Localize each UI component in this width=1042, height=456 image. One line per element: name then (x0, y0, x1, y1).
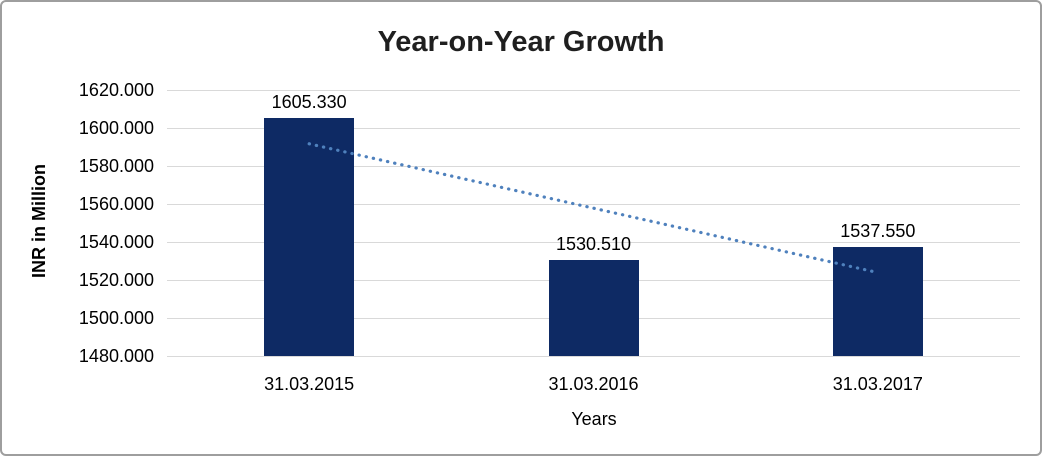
x-axis-title: Years (571, 409, 617, 429)
bar-31.03.2017 (832, 246, 923, 356)
data-label: 1530.510 (555, 234, 632, 255)
gridline (167, 356, 1020, 357)
x-category-label: 31.03.2017 (832, 374, 923, 394)
gridline (167, 128, 1020, 129)
trendline (307, 142, 880, 275)
y-tick-label: 1600.000 (78, 118, 154, 138)
gridline (167, 242, 1020, 243)
y-tick-label: 1520.000 (78, 270, 154, 290)
chart-title: Year-on-Year Growth (377, 26, 665, 58)
y-tick-label: 1540.000 (78, 232, 154, 252)
data-label: 1537.550 (840, 220, 916, 241)
gridline (167, 90, 1020, 91)
plot-area (167, 90, 1020, 357)
trendline-dotted-line (307, 142, 880, 275)
y-tick-label: 1580.000 (78, 156, 154, 176)
y-tick-label: 1500.000 (78, 308, 154, 328)
y-tick-label: 1560.000 (78, 194, 154, 214)
y-tick-label: 1620.000 (78, 80, 154, 100)
x-category-label: 31.03.2016 (548, 374, 639, 394)
x-category-label: 31.03.2015 (264, 374, 355, 394)
gridline (167, 166, 1020, 167)
y-tick-label: 1480.000 (78, 346, 154, 366)
y-axis-title: INR in Million (29, 164, 49, 278)
gridline (167, 204, 1020, 205)
bar-31.03.2016 (548, 260, 639, 356)
bar-31.03.2015 (264, 117, 355, 356)
data-label: 1605.330 (271, 91, 347, 112)
